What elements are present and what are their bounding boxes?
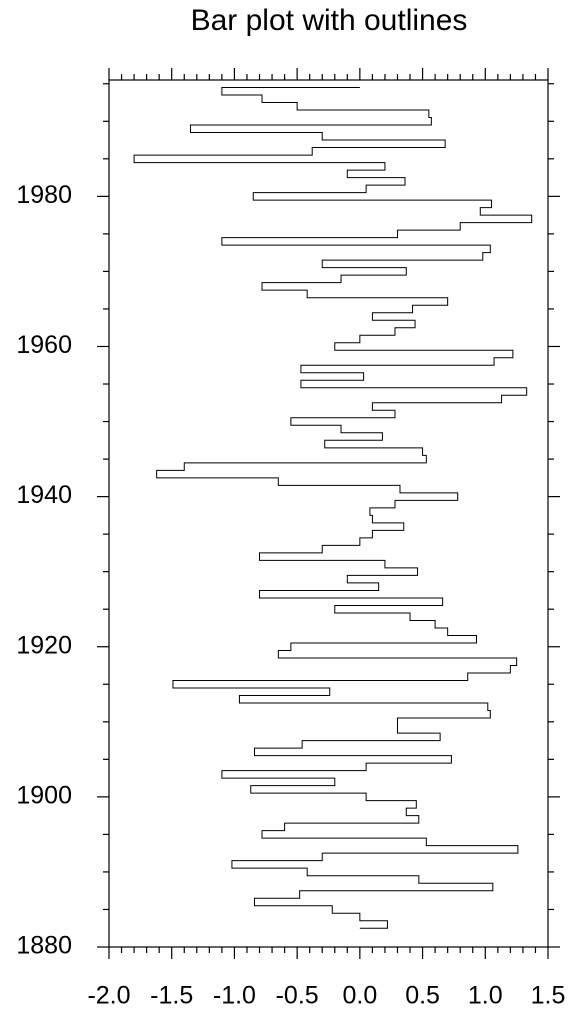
chart-title: Bar plot with outlines — [191, 4, 468, 37]
y-tick-label: 1980 — [16, 181, 72, 209]
y-tick-label: 1880 — [16, 932, 72, 960]
x-tick-label: -2.0 — [87, 982, 130, 1010]
x-tick-label: -1.5 — [150, 982, 193, 1010]
plot-frame — [108, 79, 549, 948]
y-tick-label: 1940 — [16, 481, 72, 509]
y-tick-label: 1920 — [16, 631, 72, 659]
bar-outline — [133, 87, 533, 929]
x-tick-label: 0.0 — [342, 982, 377, 1010]
x-tick-label: 1.5 — [531, 982, 566, 1010]
y-tick-label: 1960 — [16, 331, 72, 359]
y-tick-label: 1900 — [16, 781, 72, 809]
x-tick-label: 0.5 — [405, 982, 440, 1010]
x-tick-label: -1.0 — [213, 982, 256, 1010]
x-tick-label: 1.0 — [468, 982, 503, 1010]
x-tick-label: -0.5 — [276, 982, 319, 1010]
